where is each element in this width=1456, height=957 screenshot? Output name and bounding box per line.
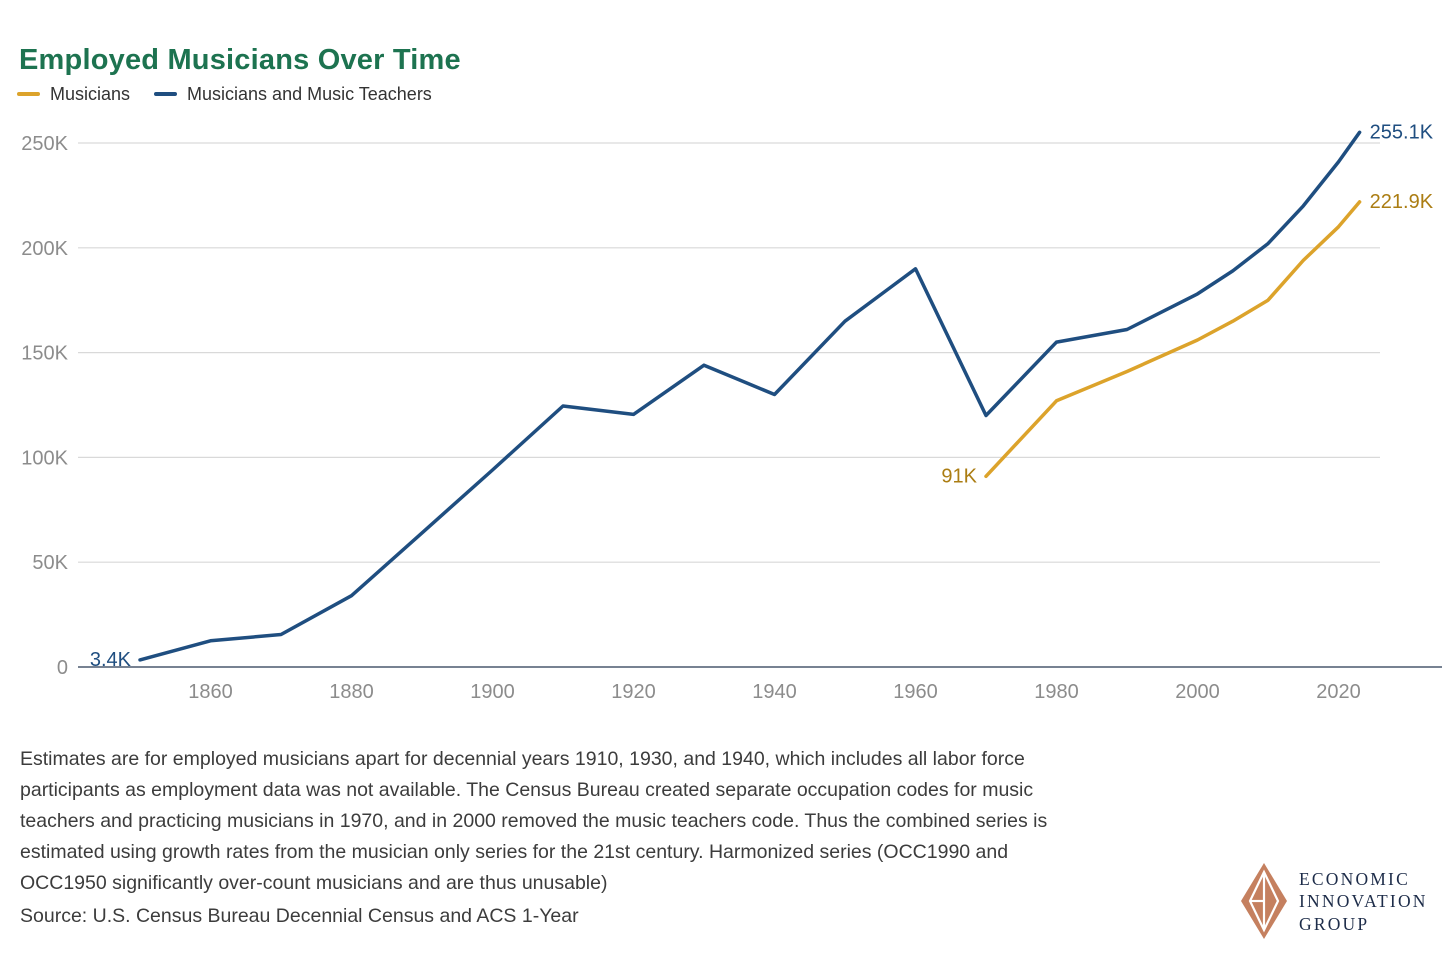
- data-label: 221.9K: [1370, 191, 1434, 213]
- data-label: 3.4K: [90, 649, 132, 671]
- y-tick-label: 50K: [32, 552, 68, 574]
- source-note: Source: U.S. Census Bureau Decennial Cen…: [20, 905, 579, 927]
- x-tick-label: 1860: [188, 681, 233, 703]
- chart-footnote: Estimates are for employed musicians apa…: [20, 744, 1250, 899]
- x-tick-label: 1960: [893, 681, 938, 703]
- x-tick-label: 2000: [1175, 681, 1220, 703]
- x-tick-label: 2020: [1316, 681, 1361, 703]
- x-tick-label: 1980: [1034, 681, 1079, 703]
- musicians-and-music-teachers-line-swatch: [154, 92, 178, 96]
- x-tick-label: 1880: [329, 681, 374, 703]
- eig-logo: ECONOMIC INNOVATION GROUP: [1240, 862, 1428, 940]
- y-tick-label: 0: [57, 657, 68, 679]
- page-title: Employed Musicians Over Time: [19, 44, 461, 77]
- footnote-line: Estimates are for employed musicians apa…: [20, 748, 1025, 770]
- y-tick-label: 100K: [21, 447, 68, 469]
- y-tick-label: 250K: [21, 133, 68, 155]
- musicians-line-swatch: [17, 92, 40, 96]
- footnote-line: participants as employment data was not …: [20, 779, 1034, 801]
- eig-diamond-icon: [1241, 863, 1287, 939]
- data-label: 255.1K: [1370, 121, 1434, 143]
- footnote-line: teachers and practicing musicians in 197…: [20, 810, 1048, 832]
- footnote-line: estimated using growth rates from the mu…: [20, 841, 1009, 863]
- legend-label-musicians: Musicians: [50, 83, 131, 104]
- legend-item-musicians[interactable]: Musicians: [17, 84, 130, 105]
- chart-legend: Musicians Musicians and Music Teachers: [17, 83, 432, 105]
- logo-line-group: GROUP: [1299, 913, 1370, 934]
- series-line-musicians-and-music-teachers: [138, 130, 1362, 662]
- series-line-musicians: [984, 200, 1362, 479]
- x-tick-label: 1940: [752, 681, 797, 703]
- x-tick-label: 1900: [470, 681, 515, 703]
- data-label: 91K: [941, 465, 977, 487]
- footnote-line: OCC1950 significantly over-count musicia…: [20, 872, 608, 894]
- x-tick-label: 1920: [611, 681, 656, 703]
- logo-line-economic: ECONOMIC: [1299, 869, 1410, 889]
- logo-line-innovation: INNOVATION: [1299, 891, 1428, 912]
- eig-logo-text: ECONOMIC INNOVATION GROUP: [1299, 862, 1428, 940]
- legend-label-musicians-and-music-teachers: Musicians and Music Teachers: [187, 83, 432, 104]
- legend-item-musicians-and-music-teachers[interactable]: Musicians and Music Teachers: [154, 84, 432, 105]
- y-tick-label: 200K: [21, 238, 68, 260]
- y-tick-label: 150K: [21, 343, 68, 365]
